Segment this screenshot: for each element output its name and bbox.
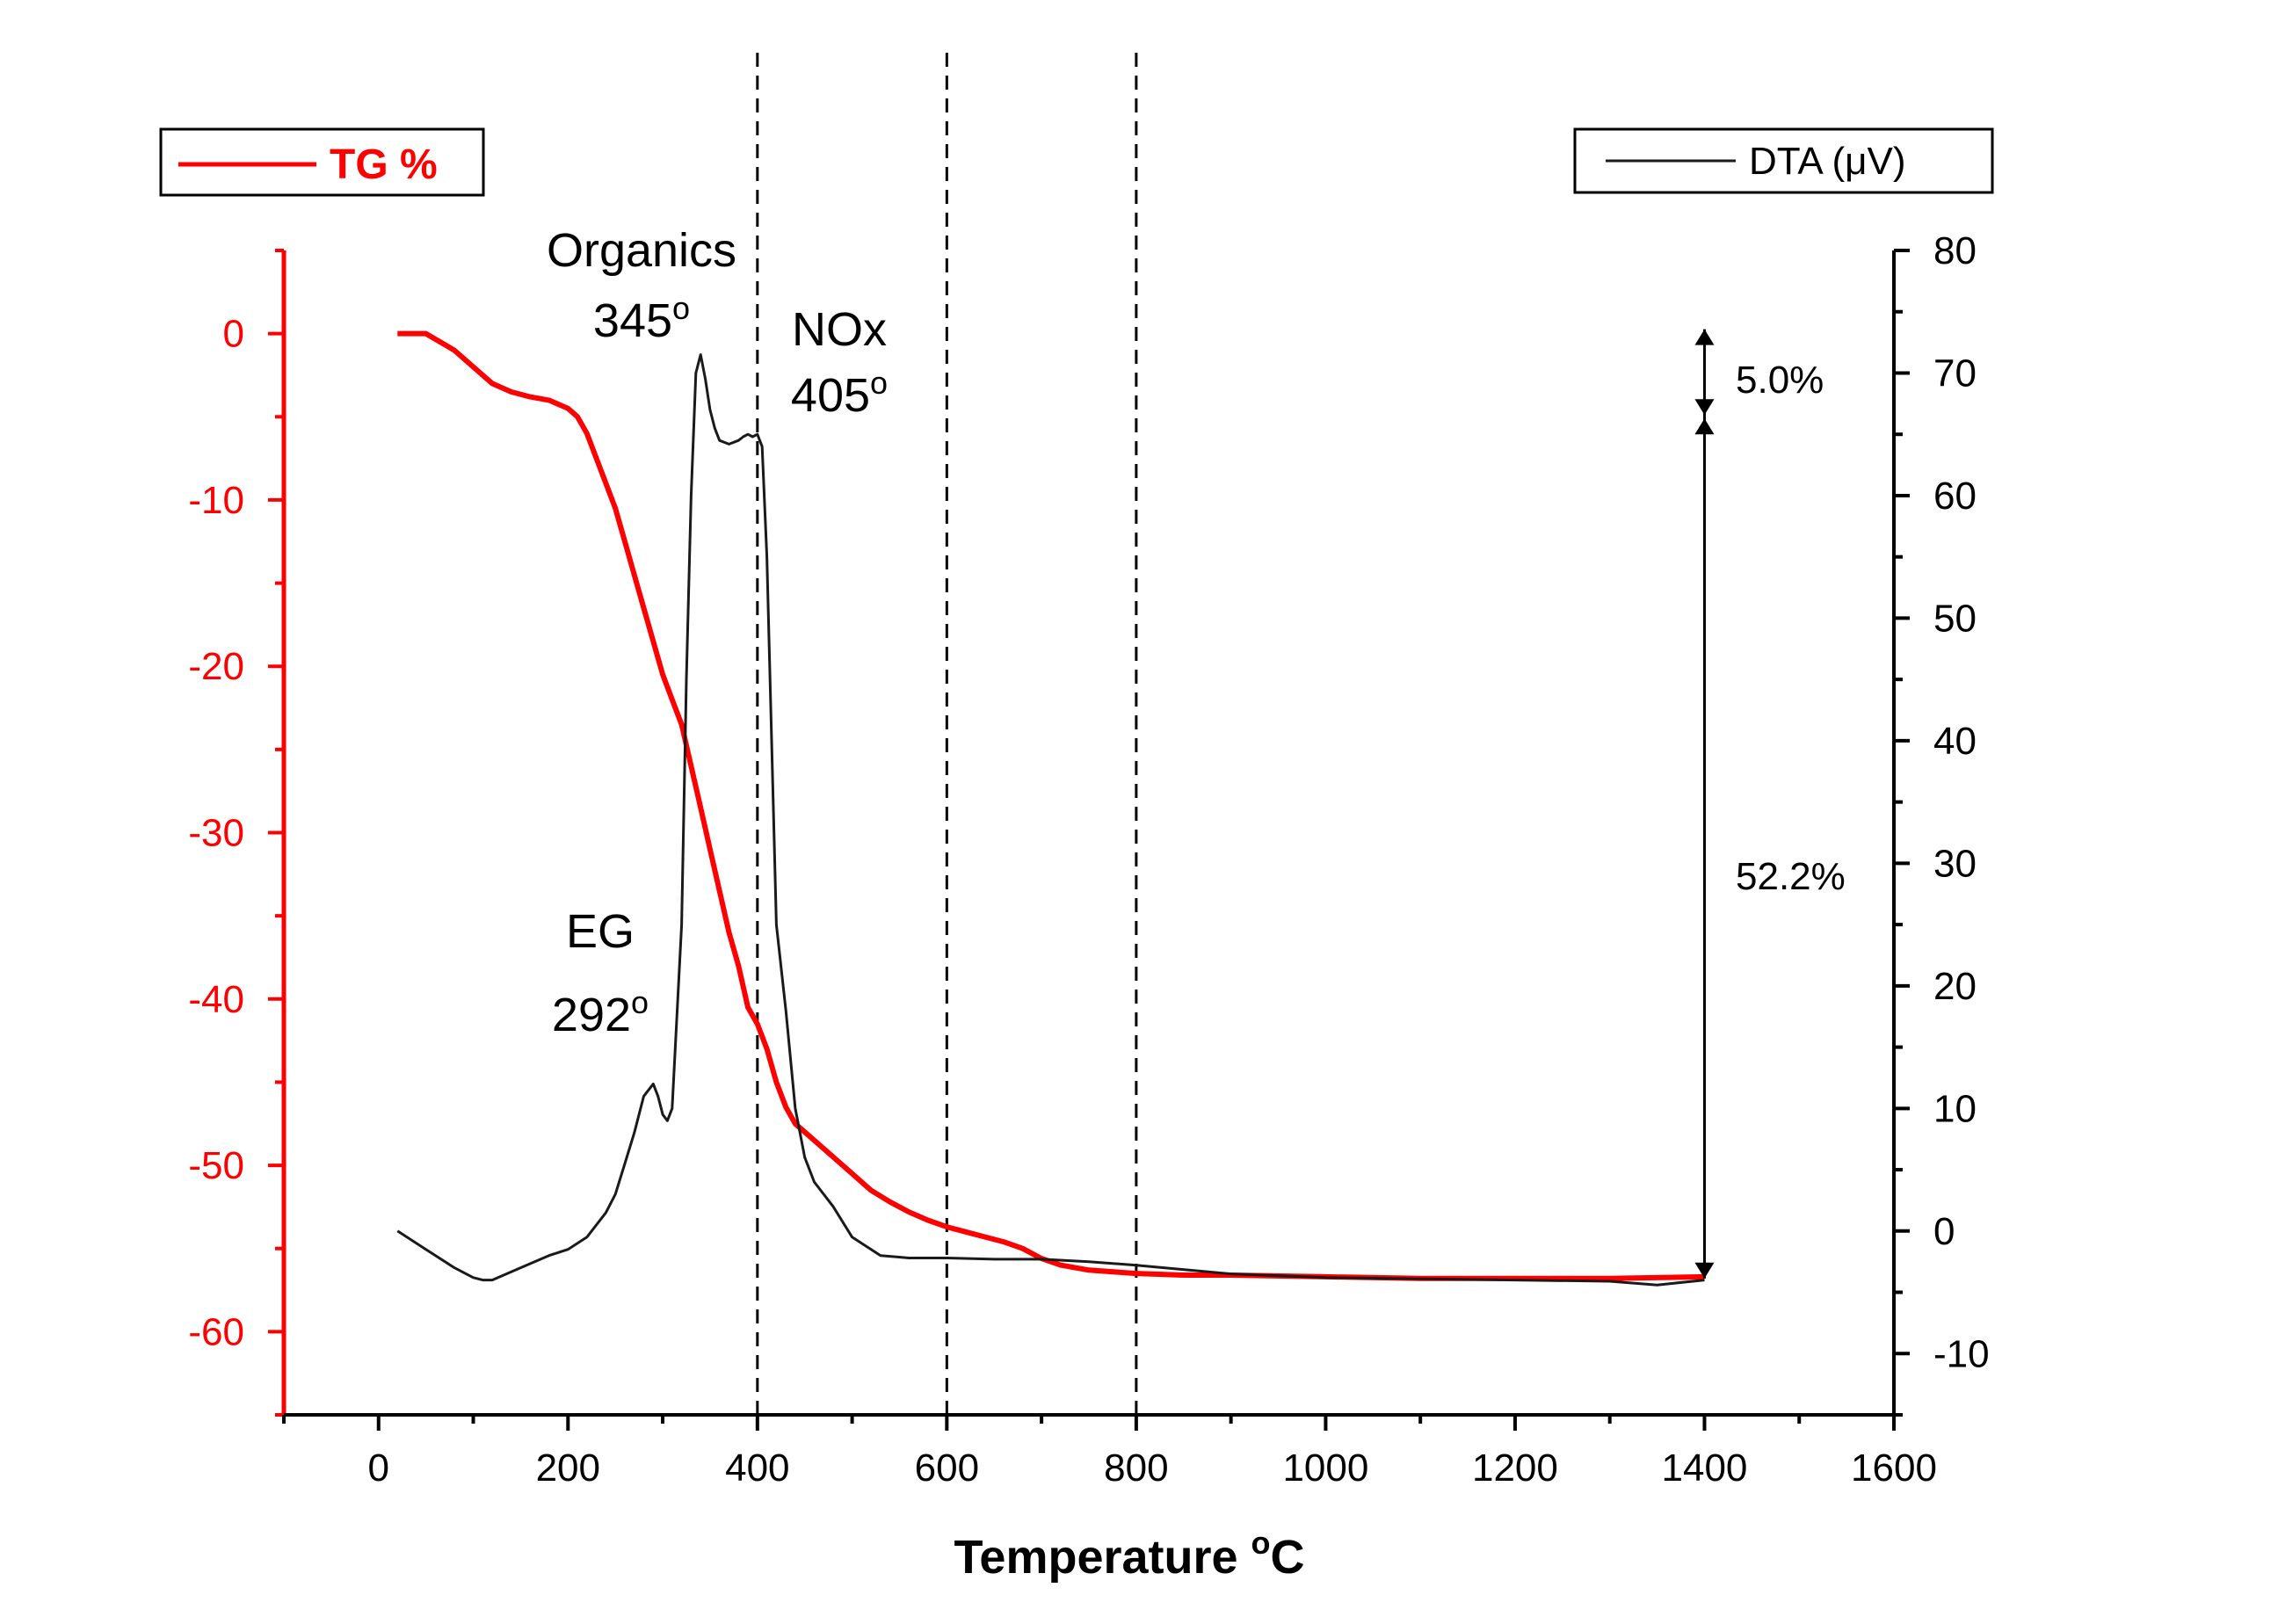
right-tick-label: -10: [1933, 1332, 1990, 1375]
bottom-axis: 0 200 400 600 800 1000 1200 1400 1600: [282, 1413, 1937, 1490]
bottom-tick-label: 1400: [1662, 1446, 1748, 1490]
annotation-eg-temp: 292o: [552, 984, 649, 1041]
bottom-tick-label: 600: [915, 1446, 979, 1490]
annotation-nox-name: NOx: [792, 303, 887, 356]
mass-loss-arrows: [1694, 329, 1715, 1279]
bottom-tick-label: 400: [725, 1446, 789, 1490]
loss-arrow-head-mid-up: [1694, 418, 1715, 435]
annotation-eg-name: EG: [566, 905, 635, 958]
loss-arrow-head-mid-down: [1694, 399, 1715, 416]
left-tick-label: -50: [188, 1144, 244, 1187]
legend-dta: DTA (μV): [1573, 127, 1994, 194]
series-layer: [396, 330, 1705, 1287]
left-tick-label: -30: [188, 812, 244, 855]
right-tick-label: 0: [1933, 1210, 1955, 1253]
divider-lines: [756, 53, 1138, 1415]
right-tick-label: 20: [1933, 965, 1977, 1008]
legend-dta-label: DTA (μV): [1749, 140, 1906, 183]
right-tick-label: 50: [1933, 597, 1977, 640]
legend-tg-label: TG %: [330, 141, 438, 188]
bottom-tick-label: 1600: [1851, 1446, 1937, 1490]
annotation-organics-name: Organics: [547, 224, 736, 277]
left-tick-label: -40: [188, 978, 244, 1021]
left-tick-label: -20: [188, 645, 244, 688]
bottom-tick-label: 1000: [1282, 1446, 1368, 1490]
right-tick-label: 40: [1933, 720, 1977, 763]
legend-tg: TG %: [159, 127, 485, 197]
annotation-nox-temp: 405o: [791, 365, 888, 422]
right-tick-label: 30: [1933, 842, 1977, 885]
annotation-loss-52: 52.2%: [1736, 855, 1846, 898]
loss-arrow-head-bottom: [1694, 1262, 1715, 1279]
loss-arrow-head-top: [1694, 329, 1715, 345]
left-tick-label: -60: [188, 1310, 244, 1353]
left-tick-label: -10: [188, 479, 244, 522]
annotation-organics-temp: 345o: [593, 290, 690, 347]
right-tick-label: 10: [1933, 1087, 1977, 1130]
left-tick-label: 0: [223, 313, 244, 356]
right-tick-label: 80: [1933, 229, 1977, 272]
annotation-loss-5: 5.0%: [1736, 359, 1824, 402]
bottom-tick-label: 0: [368, 1446, 389, 1490]
left-axis: 0 -10 -20 -30 -40 -50 -60: [188, 249, 287, 1417]
dta-series-line: [396, 353, 1705, 1287]
bottom-tick-label: 800: [1104, 1446, 1168, 1490]
bottom-tick-label: 1200: [1472, 1446, 1558, 1490]
right-tick-label: 60: [1933, 475, 1977, 518]
tg-series-line: [397, 330, 1705, 1281]
right-tick-label: 70: [1933, 352, 1977, 395]
bottom-tick-label: 200: [536, 1446, 600, 1490]
right-axis: 80 70 60 50 40 30 20 10 0 -10: [1892, 229, 1990, 1417]
x-axis-label: Temperature oC: [954, 1525, 1304, 1584]
